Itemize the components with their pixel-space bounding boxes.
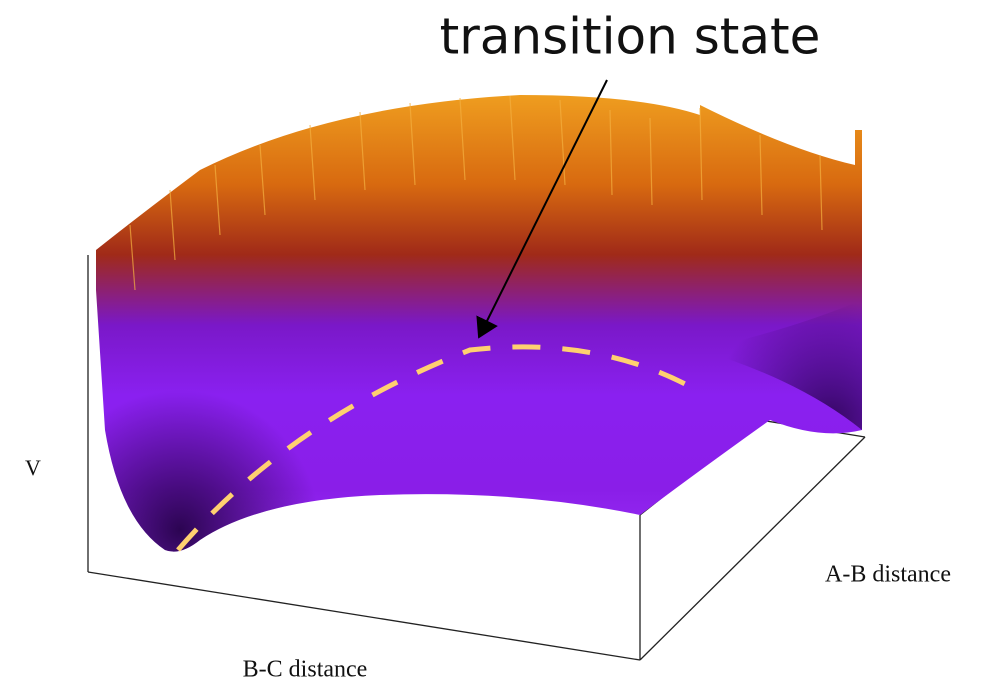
annotation: transition state: [440, 8, 821, 66]
x-axis-label: B-C distance: [243, 657, 368, 683]
z-axis-label: V: [25, 455, 41, 480]
potential-surface: [96, 95, 862, 552]
y-axis-label: A-B distance: [825, 562, 951, 588]
figure: transition state V A-B distance B-C dist…: [0, 0, 981, 687]
